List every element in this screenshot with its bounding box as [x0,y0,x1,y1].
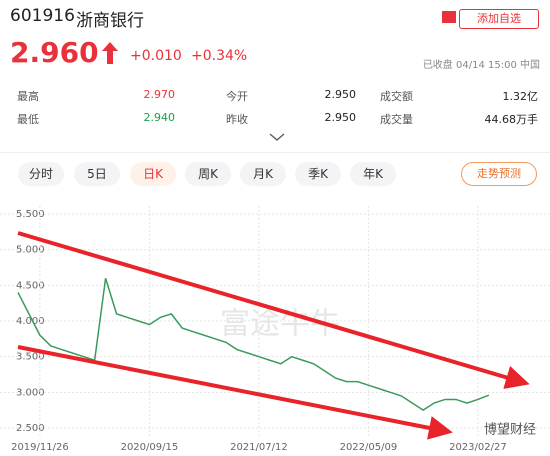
x-tick-label: 2021/07/12 [230,442,288,453]
tab[interactable]: 周K [185,162,231,186]
stat-value: 2.950 [324,88,357,101]
y-tick-label: 5.500 [16,209,45,220]
tab[interactable]: 日K [130,162,176,186]
y-tick-label: 4.000 [16,316,45,327]
x-tick-label: 2019/11/26 [11,442,69,453]
add-watch-button[interactable]: 添加自选 [459,9,539,29]
stat-label: 成交量 [380,113,413,126]
stat-label: 成交额 [380,90,413,103]
watermark: 博望财经 [484,422,536,438]
tab[interactable]: 年K [350,162,396,186]
stat-value: 1.32亿 [502,90,539,103]
stat-label: 最低 [17,113,39,126]
tab[interactable]: 分时 [18,162,64,186]
x-tick-label: 2020/09/15 [121,442,179,453]
trend-arrow [17,345,453,440]
expand-chevron[interactable] [269,132,285,142]
stat-value: 2.940 [143,111,176,124]
stock-name: 浙商银行 [76,11,144,31]
price-change: +0.010 [130,48,182,64]
tab[interactable]: 季K [295,162,341,186]
tab[interactable]: 5日 [74,162,120,186]
y-tick-label: 3.000 [16,387,45,398]
y-tick-label: 5.000 [16,245,45,256]
price: 2.960 [10,36,99,69]
y-tick-label: 4.500 [16,280,45,291]
stat-value: 2.970 [143,88,176,101]
x-tick-label: 2022/05/09 [340,442,398,453]
market-status: 已收盘 04/14 15:00 中国 [422,60,540,71]
tab[interactable]: 月K [240,162,286,186]
flag-icon [442,11,456,23]
stock-code: 601916 [10,6,75,26]
price-change-pct: +0.34% [191,48,248,64]
stat-value: 2.950 [324,111,357,124]
trend-arrow [17,231,530,389]
y-tick-label: 2.500 [16,423,45,434]
predict-button[interactable]: 走势预测 [461,162,537,186]
divider [0,152,550,153]
stat-label: 昨收 [226,113,248,126]
stat-value: 44.68万手 [484,113,539,126]
up-arrow [102,42,118,64]
x-tick-label: 2023/02/27 [449,442,507,453]
stat-label: 最高 [17,90,39,103]
stat-label: 今开 [226,90,248,103]
price-line [17,277,490,412]
y-tick-label: 3.500 [16,352,45,363]
